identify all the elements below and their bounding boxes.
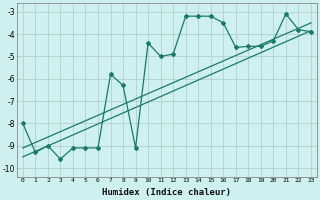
X-axis label: Humidex (Indice chaleur): Humidex (Indice chaleur) (102, 188, 231, 197)
